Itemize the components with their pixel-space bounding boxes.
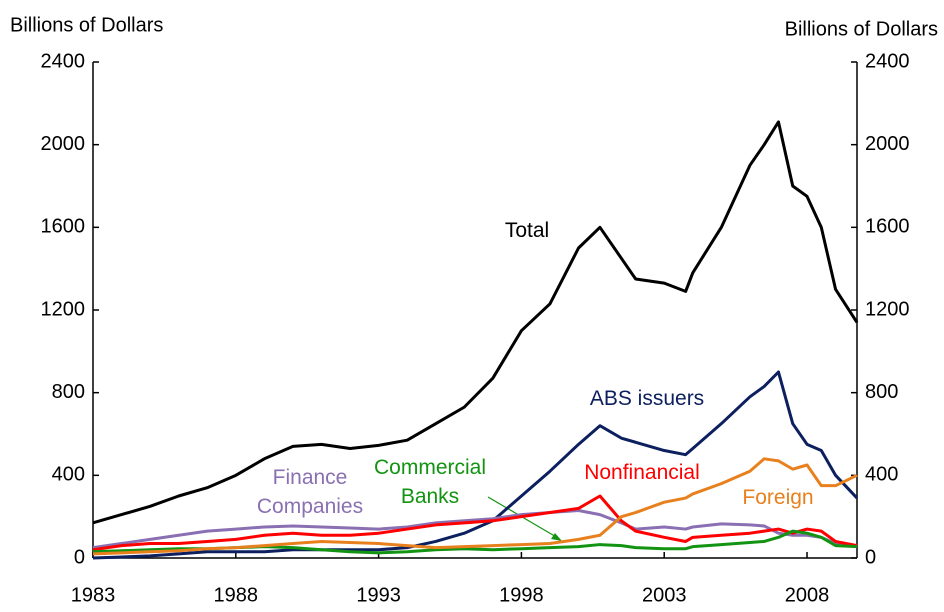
series-label: Commercial Banks xyxy=(373,456,486,508)
y2-tick-label: 1200 xyxy=(865,298,910,320)
y-axis-label: Billions of Dollars xyxy=(10,14,163,36)
y2-tick-label: 1600 xyxy=(865,216,910,238)
y-tick-label: 2000 xyxy=(41,133,86,155)
y2-tick-label: 0 xyxy=(865,546,876,568)
series-line xyxy=(92,370,859,560)
series-label: Foreign xyxy=(742,485,814,509)
y2-tick-label: 400 xyxy=(865,464,898,486)
series-label: Nonfinancial xyxy=(584,460,700,484)
x-tick-label: 1993 xyxy=(356,584,401,606)
y2-axis-label: Billions of Dollars xyxy=(785,18,938,40)
y2-tick-label: 2000 xyxy=(865,133,910,155)
x-tick-label: 1988 xyxy=(214,584,259,606)
arrow-head xyxy=(551,533,562,541)
y2-tick-label: 800 xyxy=(865,381,898,403)
series-label: ABS issuers xyxy=(589,386,705,410)
y-tick-label: 0 xyxy=(74,546,85,568)
x-tick-label: 1998 xyxy=(499,584,544,606)
y-tick-label: 800 xyxy=(52,381,85,403)
series-line xyxy=(92,457,858,556)
series-line xyxy=(92,120,859,525)
series-label: Finance Companies xyxy=(256,466,364,518)
x-tick-label: 2003 xyxy=(642,584,687,606)
y-tick-label: 400 xyxy=(52,464,85,486)
y-tick-label: 1600 xyxy=(41,216,86,238)
series-label: Total xyxy=(504,218,550,242)
x-tick-label: 2008 xyxy=(785,584,830,606)
x-tick-label: 1983 xyxy=(71,584,116,606)
y-tick-label: 1200 xyxy=(41,298,86,320)
y2-tick-label: 2400 xyxy=(865,50,910,72)
y-tick-label: 2400 xyxy=(41,50,86,72)
series-line xyxy=(92,494,858,552)
